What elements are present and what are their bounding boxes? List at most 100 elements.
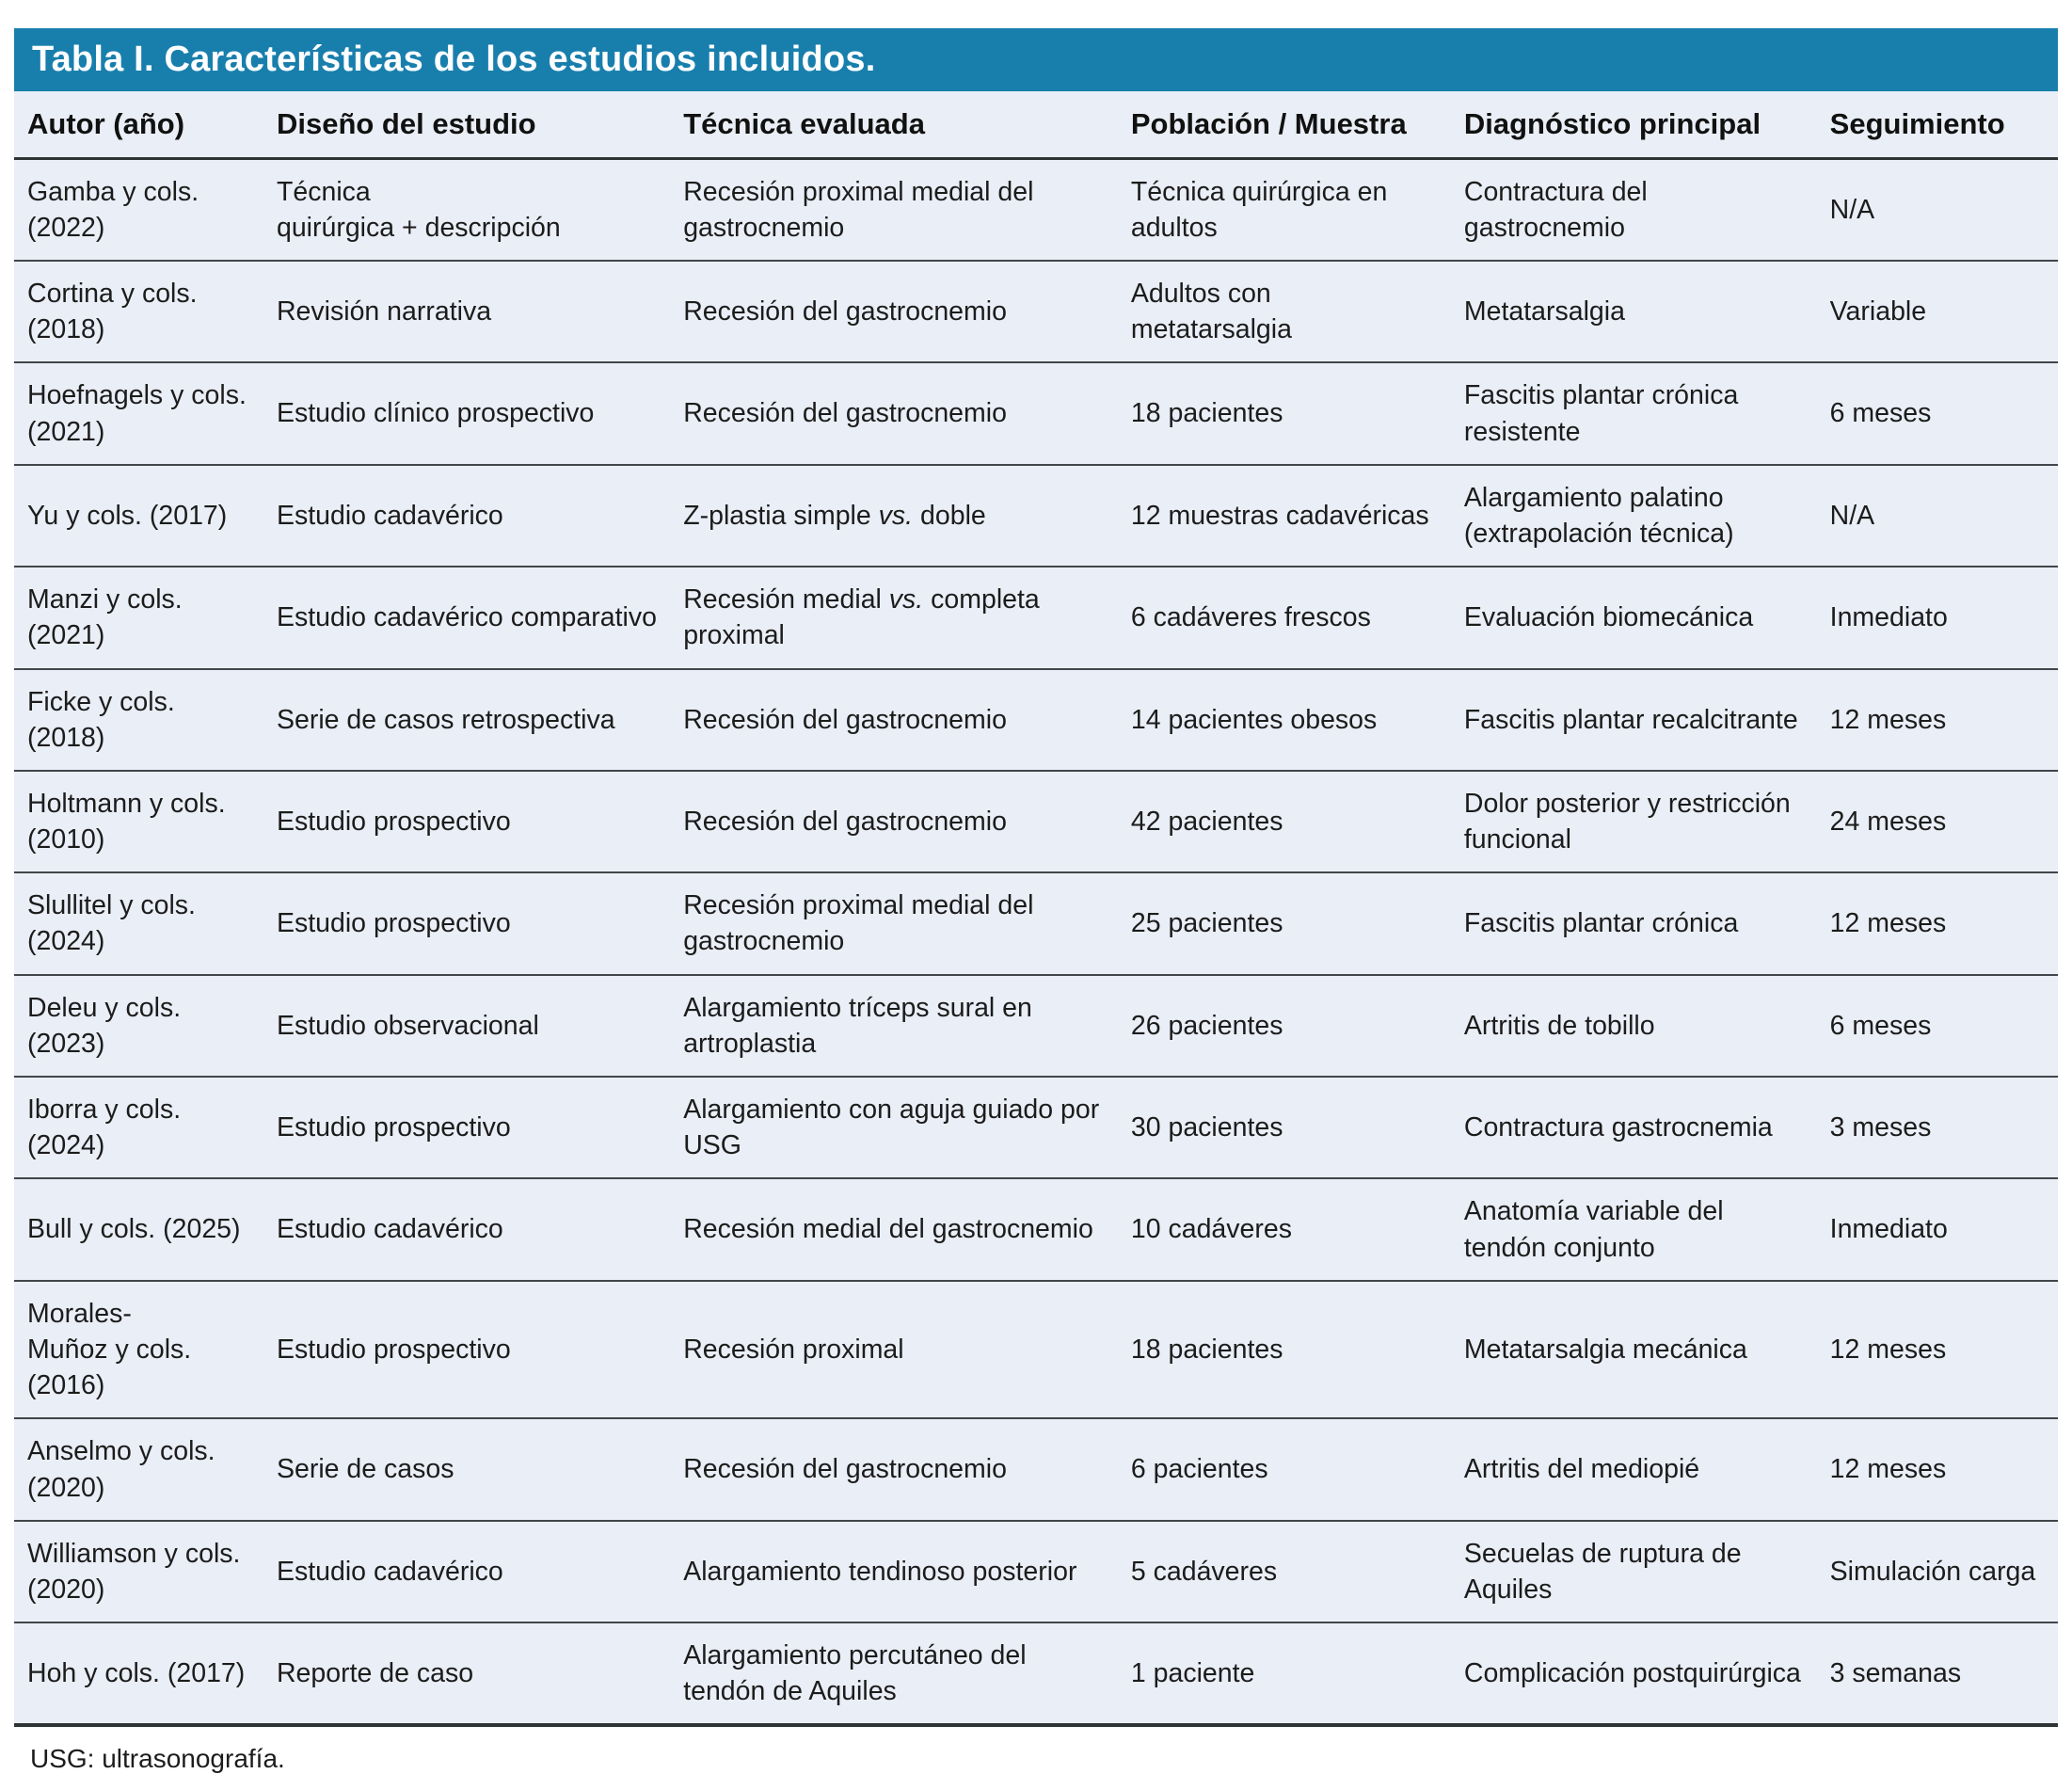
col-header-autor: Autor (año) xyxy=(14,91,263,160)
cell-autor: Ficke y cols. (2018) xyxy=(14,668,263,772)
table-row: Manzi y cols. (2021) Estudio cadavérico c… xyxy=(14,567,2058,670)
table-row: Iborra y cols. (2024) Estudio prospectivo… xyxy=(14,1077,2058,1180)
cell-poblacion: 18 pacientes xyxy=(1117,362,1451,466)
cell-poblacion: Técnica quirúrgica en adultos xyxy=(1117,158,1451,263)
col-header-diseno: Diseño del estudio xyxy=(263,91,671,160)
table-body: Gamba y cols. (2022) Técnica quirúrgica +… xyxy=(14,158,2058,1728)
cell-autor: Williamson y cols. (2020) xyxy=(14,1520,263,1624)
cell-poblacion: 30 pacientes xyxy=(1117,1077,1451,1180)
cell-tecnica: Z-plastia simple vs. doble xyxy=(670,464,1118,568)
cell-diagnostico: Metatarsalgia mecánica xyxy=(1450,1280,1817,1420)
cell-poblacion: 1 paciente xyxy=(1117,1622,1451,1728)
cell-tecnica: Recesión proximal medial del gastrocnemi… xyxy=(670,158,1118,263)
cell-diseno: Estudio prospectivo xyxy=(263,1280,671,1420)
cell-seguimiento: 3 meses xyxy=(1816,1077,2058,1180)
cell-seguimiento: 6 meses xyxy=(1816,362,2058,466)
cell-diseno: Serie de casos retrospectiva xyxy=(263,668,671,772)
cell-tecnica: Alargamiento con aguja guiado por USG xyxy=(670,1077,1118,1180)
cell-seguimiento: Variable xyxy=(1816,261,2058,364)
cell-diseno: Estudio cadavérico xyxy=(263,1520,671,1624)
cell-seguimiento: Simulación carga xyxy=(1816,1520,2058,1624)
col-header-seguimiento: Seguimiento xyxy=(1816,91,2058,160)
cell-seguimiento: 12 meses xyxy=(1816,1418,2058,1522)
cell-autor: Cortina y cols. (2018) xyxy=(14,261,263,364)
cell-seguimiento: N/A xyxy=(1816,464,2058,568)
table-row: Hoefnagels y cols. (2021) Estudio clínico… xyxy=(14,362,2058,466)
cell-seguimiento: 3 semanas xyxy=(1816,1622,2058,1728)
cell-diseno: Estudio prospectivo xyxy=(263,770,671,874)
table-row: Holtmann y cols. (2010) Estudio prospecti… xyxy=(14,770,2058,874)
table-title: Tabla I. Características de los estudios… xyxy=(14,28,2058,91)
cell-diagnostico: Artritis de tobillo xyxy=(1450,974,1817,1079)
cell-autor: Holtmann y cols. (2010) xyxy=(14,770,263,874)
cell-poblacion: 18 pacientes xyxy=(1117,1280,1451,1420)
cell-diseno: Estudio clínico prospectivo xyxy=(263,362,671,466)
table-row: Yu y cols. (2017) Estudio cadavérico Z-pla… xyxy=(14,464,2058,568)
cell-diseno: Estudio cadavérico xyxy=(263,1178,671,1282)
cell-autor: Hoh y cols. (2017) xyxy=(14,1622,263,1728)
cell-diagnostico: Secuelas de ruptura de Aquiles xyxy=(1450,1520,1817,1624)
cell-diagnostico: Alargamiento palatino (extrapolación téc… xyxy=(1450,464,1817,568)
cell-diseno: Estudio prospectivo xyxy=(263,1077,671,1180)
cell-diseno: Estudio cadavérico comparativo xyxy=(263,567,671,670)
cell-diseno: Estudio prospectivo xyxy=(263,872,671,976)
cell-autor: Deleu y cols. (2023) xyxy=(14,974,263,1079)
table-row: Anselmo y cols. (2020) Serie de casos Rece… xyxy=(14,1418,2058,1522)
table-row: Slullitel y cols. (2024) Estudio prospect… xyxy=(14,872,2058,976)
cell-diagnostico: Complicación postquirúrgica xyxy=(1450,1622,1817,1728)
cell-poblacion: Adultos con metatarsalgia xyxy=(1117,261,1451,364)
studies-table: Autor (año) Diseño del estudio Técnica e… xyxy=(14,91,2058,1728)
cell-diagnostico: Contractura gastrocnemia xyxy=(1450,1077,1817,1180)
cell-autor: Bull y cols. (2025) xyxy=(14,1178,263,1282)
table-row: Bull y cols. (2025) Estudio cadavérico Rec… xyxy=(14,1178,2058,1282)
cell-diagnostico: Fascitis plantar recalcitrante xyxy=(1450,668,1817,772)
cell-poblacion: 14 pacientes obesos xyxy=(1117,668,1451,772)
col-header-diagnostico: Diagnóstico principal xyxy=(1450,91,1817,160)
cell-tecnica: Alargamiento tendinoso posterior xyxy=(670,1520,1118,1624)
table-footnote: USG: ultrasonografía. xyxy=(30,1744,285,1774)
cell-tecnica: Alargamiento percutáneo del tendón de Aq… xyxy=(670,1622,1118,1728)
table-row: Gamba y cols. (2022) Técnica quirúrgica +… xyxy=(14,158,2058,263)
table-row: Williamson y cols. (2020) Estudio cadavér… xyxy=(14,1520,2058,1624)
cell-tecnica: Recesión proximal xyxy=(670,1280,1118,1420)
col-header-tecnica: Técnica evaluada xyxy=(670,91,1118,160)
cell-diseno: Estudio observacional xyxy=(263,974,671,1079)
cell-diagnostico: Metatarsalgia xyxy=(1450,261,1817,364)
cell-tecnica: Recesión del gastrocnemio xyxy=(670,668,1118,772)
col-header-poblacion: Población / Muestra xyxy=(1117,91,1451,160)
cell-poblacion: 26 pacientes xyxy=(1117,974,1451,1079)
cell-autor: Iborra y cols. (2024) xyxy=(14,1077,263,1180)
cell-diagnostico: Fascitis plantar crónica xyxy=(1450,872,1817,976)
cell-diseno: Estudio cadavérico xyxy=(263,464,671,568)
cell-diagnostico: Evaluación biomecánica xyxy=(1450,567,1817,670)
cell-diagnostico: Anatomía variable del tendón conjunto xyxy=(1450,1178,1817,1282)
cell-poblacion: 25 pacientes xyxy=(1117,872,1451,976)
cell-diseno: Reporte de caso xyxy=(263,1622,671,1728)
table-row: Deleu y cols. (2023) Estudio observaciona… xyxy=(14,974,2058,1079)
cell-autor: Manzi y cols. (2021) xyxy=(14,567,263,670)
cell-seguimiento: Inmediato xyxy=(1816,1178,2058,1282)
cell-tecnica: Alargamiento tríceps sural en artroplast… xyxy=(670,974,1118,1079)
cell-tecnica: Recesión del gastrocnemio xyxy=(670,261,1118,364)
cell-seguimiento: 6 meses xyxy=(1816,974,2058,1079)
table-row: Morales- Muñoz y cols. (2016) Estudio pro… xyxy=(14,1280,2058,1420)
cell-seguimiento: 12 meses xyxy=(1816,872,2058,976)
cell-autor: Anselmo y cols. (2020) xyxy=(14,1418,263,1522)
cell-poblacion: 42 pacientes xyxy=(1117,770,1451,874)
header-row: Autor (año) Diseño del estudio Técnica e… xyxy=(14,91,2058,160)
cell-seguimiento: N/A xyxy=(1816,158,2058,263)
cell-diseno: Serie de casos xyxy=(263,1418,671,1522)
cell-autor: Morales- Muñoz y cols. (2016) xyxy=(14,1280,263,1420)
cell-autor: Hoefnagels y cols. (2021) xyxy=(14,362,263,466)
cell-autor: Yu y cols. (2017) xyxy=(14,464,263,568)
cell-tecnica: Recesión del gastrocnemio xyxy=(670,770,1118,874)
cell-poblacion: 6 cadáveres frescos xyxy=(1117,567,1451,670)
cell-tecnica: Recesión medial del gastrocnemio xyxy=(670,1178,1118,1282)
cell-diagnostico: Contractura del gastrocnemio xyxy=(1450,158,1817,263)
cell-tecnica: Recesión del gastrocnemio xyxy=(670,362,1118,466)
cell-poblacion: 5 cadáveres xyxy=(1117,1520,1451,1624)
table-row: Ficke y cols. (2018) Serie de casos retro… xyxy=(14,668,2058,772)
cell-tecnica: Recesión medial vs. completa proximal xyxy=(670,567,1118,670)
cell-seguimiento: Inmediato xyxy=(1816,567,2058,670)
